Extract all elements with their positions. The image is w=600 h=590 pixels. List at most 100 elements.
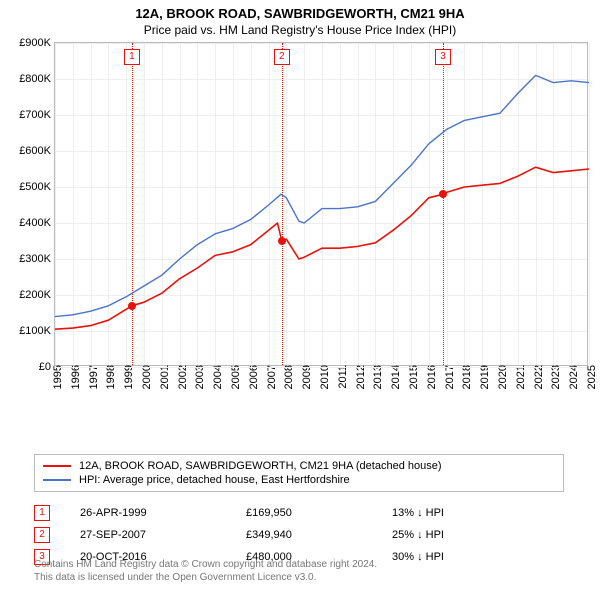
gridline-vertical [304, 43, 305, 365]
y-tick-label: £500K [19, 181, 55, 193]
gridline-vertical [322, 43, 323, 365]
legend-swatch [43, 465, 71, 467]
x-tick-label: 1998 [99, 365, 117, 389]
x-tick-label: 2009 [295, 365, 313, 389]
footer-attribution: Contains HM Land Registry data © Crown c… [34, 559, 580, 584]
x-tick-label: 1999 [117, 365, 135, 389]
x-tick-label: 2014 [384, 365, 402, 389]
gridline-horizontal [55, 151, 587, 152]
y-tick-label: £100K [19, 325, 55, 337]
y-tick-label: £800K [19, 73, 55, 85]
gridline-horizontal [55, 115, 587, 116]
events-table-marker: 1 [34, 505, 50, 521]
event-marker-box: 3 [435, 49, 451, 65]
gridline-horizontal [55, 331, 587, 332]
x-tick-label: 2006 [242, 365, 260, 389]
x-tick-label: 2005 [224, 365, 242, 389]
events-table-delta: 25% ↓ HPI [392, 524, 564, 546]
gridline-vertical [447, 43, 448, 365]
x-tick-label: 2011 [331, 365, 349, 389]
gridline-vertical [589, 43, 590, 365]
gridline-vertical [393, 43, 394, 365]
gridline-vertical [571, 43, 572, 365]
x-tick-label: 2012 [349, 365, 367, 389]
gridline-horizontal [55, 259, 587, 260]
gridline-horizontal [55, 187, 587, 188]
gridline-horizontal [55, 79, 587, 80]
x-tick-label: 1997 [82, 365, 100, 389]
event-marker-line [443, 43, 444, 365]
events-table-row: 1 26-APR-1999£169,95013% ↓ HPI [34, 502, 564, 524]
x-tick-label: 2000 [135, 365, 153, 389]
events-table-marker: 2 [34, 527, 50, 543]
legend-box: 12A, BROOK ROAD, SAWBRIDGEWORTH, CM21 9H… [34, 454, 564, 492]
gridline-vertical [108, 43, 109, 365]
x-tick-label: 2004 [206, 365, 224, 389]
event-marker-box: 2 [274, 49, 290, 65]
y-tick-label: £200K [19, 289, 55, 301]
events-table-delta: 13% ↓ HPI [392, 502, 564, 524]
chart-container: 12A, BROOK ROAD, SAWBRIDGEWORTH, CM21 9H… [0, 0, 600, 590]
legend-and-events: 12A, BROOK ROAD, SAWBRIDGEWORTH, CM21 9H… [34, 454, 564, 568]
gridline-vertical [518, 43, 519, 365]
plot-area: 1995199619971998199920002001200220032004… [54, 42, 588, 366]
y-tick-label: £900K [19, 37, 55, 49]
events-table-row: 227-SEP-2007£349,94025% ↓ HPI [34, 524, 564, 546]
x-tick-label: 1996 [64, 365, 82, 389]
events-table-price: £349,940 [246, 524, 392, 546]
gridline-vertical [536, 43, 537, 365]
gridline-vertical [126, 43, 127, 365]
gridline-vertical [144, 43, 145, 365]
gridline-vertical [197, 43, 198, 365]
x-tick-label: 2002 [171, 365, 189, 389]
x-tick-label: 2020 [491, 365, 509, 389]
event-point-marker [128, 302, 136, 310]
x-tick-label: 2001 [153, 365, 171, 389]
y-tick-label: £300K [19, 253, 55, 265]
gridline-vertical [180, 43, 181, 365]
gridline-vertical [233, 43, 234, 365]
x-tick-label: 2024 [562, 365, 580, 389]
y-tick-label: £400K [19, 217, 55, 229]
gridline-vertical [464, 43, 465, 365]
legend-label: HPI: Average price, detached house, East… [79, 474, 350, 486]
legend-row: HPI: Average price, detached house, East… [43, 473, 555, 487]
event-marker-box: 1 [124, 49, 140, 65]
x-tick-label: 2008 [277, 365, 295, 389]
footer-line-1: Contains HM Land Registry data © Crown c… [34, 559, 580, 572]
footer-line-2: This data is licensed under the Open Gov… [34, 572, 580, 585]
x-tick-label: 2025 [580, 365, 598, 389]
gridline-vertical [340, 43, 341, 365]
gridline-horizontal [55, 295, 587, 296]
y-tick-label: £600K [19, 145, 55, 157]
legend-swatch [43, 479, 71, 481]
gridline-vertical [73, 43, 74, 365]
x-tick-label: 2015 [402, 365, 420, 389]
chart-subtitle: Price paid vs. HM Land Registry's House … [0, 21, 600, 37]
y-tick-label: £0 [39, 361, 55, 373]
event-marker-line [132, 43, 133, 365]
gridline-vertical [269, 43, 270, 365]
gridline-vertical [482, 43, 483, 365]
gridline-vertical [411, 43, 412, 365]
gridline-vertical [375, 43, 376, 365]
x-tick-label: 2019 [473, 365, 491, 389]
gridline-vertical [55, 43, 56, 365]
gridline-vertical [251, 43, 252, 365]
chart-area: 1995199619971998199920002001200220032004… [8, 42, 592, 412]
event-point-marker [439, 190, 447, 198]
x-tick-label: 2017 [438, 365, 456, 389]
x-tick-label: 2018 [455, 365, 473, 389]
x-tick-label: 2023 [544, 365, 562, 389]
gridline-vertical [358, 43, 359, 365]
gridline-vertical [429, 43, 430, 365]
chart-title: 12A, BROOK ROAD, SAWBRIDGEWORTH, CM21 9H… [0, 0, 600, 21]
x-tick-label: 2007 [260, 365, 278, 389]
gridline-vertical [286, 43, 287, 365]
event-point-marker [278, 237, 286, 245]
events-table-price: £169,950 [246, 502, 392, 524]
events-table-date: 26-APR-1999 [80, 502, 246, 524]
gridline-horizontal [55, 367, 587, 368]
y-tick-label: £700K [19, 109, 55, 121]
x-tick-label: 2013 [366, 365, 384, 389]
